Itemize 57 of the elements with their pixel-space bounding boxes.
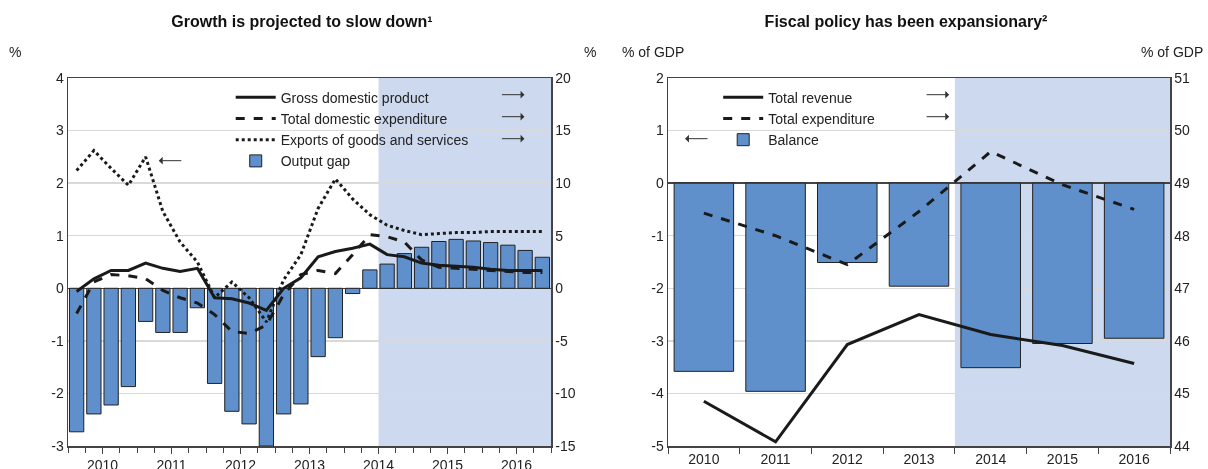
y2-tick-label: 50 — [1174, 122, 1191, 139]
y2-tick-label: -5 — [555, 332, 568, 349]
y2-tick-label: -15 — [555, 437, 576, 454]
y-tick-label: -1 — [651, 227, 664, 244]
bar — [327, 287, 344, 339]
y-tick-label: -1 — [51, 332, 64, 349]
y-tick-label: 1 — [655, 122, 664, 139]
y2-axis-title: % of GDP — [1141, 44, 1204, 60]
x-tick-label: 2011 — [760, 451, 791, 468]
y2-tick-label: 20 — [555, 69, 572, 86]
y-tick-label: -3 — [51, 437, 64, 454]
chart-title: Growth is projected to slow down¹ — [171, 12, 433, 30]
y-tick-label: 1 — [55, 227, 64, 244]
y-tick-label: 4 — [55, 69, 64, 86]
y2-tick-label: 47 — [1174, 280, 1191, 297]
y-tick-label: -2 — [51, 385, 64, 402]
y2-tick-label: 44 — [1174, 437, 1191, 454]
y2-tick-label: 5 — [555, 227, 564, 244]
y-tick-label: 0 — [55, 280, 64, 297]
y-tick-label: -2 — [651, 280, 664, 297]
y2-axis-title: % — [584, 44, 597, 60]
x-tick-label: 2015 — [1046, 451, 1079, 468]
y-tick-label: -5 — [651, 437, 664, 454]
legend-label: Total expenditure — [768, 110, 876, 127]
x-tick-label: 2016 — [1118, 451, 1150, 468]
legend-label: Gross domestic product — [280, 89, 429, 106]
x-tick-label: 2010 — [688, 451, 720, 468]
y-tick-label: 3 — [55, 122, 64, 139]
legend-label: Total domestic expenditure — [280, 110, 448, 127]
y2-tick-label: 15 — [555, 122, 572, 139]
y2-tick-label: -10 — [555, 385, 576, 402]
y-tick-label: -4 — [651, 385, 664, 402]
y2-tick-label: 48 — [1174, 227, 1191, 244]
legend-label: Total revenue — [768, 89, 853, 106]
x-tick-label: 2014 — [975, 451, 1007, 468]
bar — [396, 253, 413, 289]
bar — [344, 287, 361, 295]
legend-label: Balance — [768, 132, 820, 149]
bar — [120, 287, 137, 388]
x-tick-label: 2013 — [903, 451, 935, 468]
legend-label: Exports of goods and services — [280, 132, 469, 149]
y-axis-title: % of GDP — [622, 44, 685, 60]
y2-tick-label: 51 — [1174, 69, 1191, 86]
bar — [137, 287, 154, 322]
y-tick-label: -3 — [651, 332, 664, 349]
y-axis-title: % — [9, 44, 22, 60]
y2-tick-label: 10 — [555, 175, 572, 192]
x-tick-label: 2012 — [831, 451, 864, 468]
y2-tick-label: 49 — [1174, 175, 1191, 192]
y-tick-label: 0 — [655, 175, 664, 192]
y2-tick-label: 46 — [1174, 332, 1191, 349]
chart-title: Fiscal policy has been expansionary² — [764, 12, 1048, 30]
y2-tick-label: 0 — [555, 280, 564, 297]
y-tick-label: 2 — [655, 69, 664, 86]
legend-label: Output gap — [280, 153, 351, 170]
y2-tick-label: 45 — [1174, 385, 1191, 402]
y-tick-label: 2 — [55, 175, 64, 192]
